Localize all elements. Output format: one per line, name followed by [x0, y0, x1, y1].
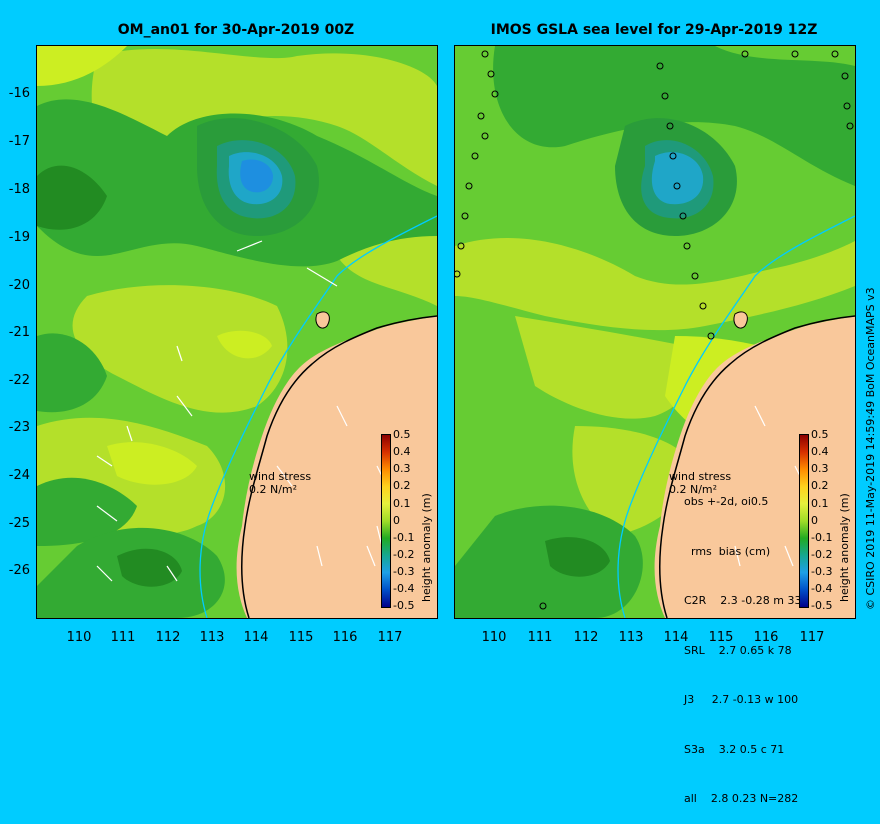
- colorbar-tick: -0.5: [811, 599, 833, 613]
- x-tick-right: 111: [527, 630, 553, 645]
- colorbar-tick: -0.3: [393, 565, 415, 579]
- right-colorbar-ticks: 0.5 0.4 0.3 0.2 0.1 0 -0.1 -0.2 -0.3 -0.…: [811, 426, 832, 615]
- x-tick-right: 112: [573, 630, 599, 645]
- left-colorbar-title: height anomaly (m): [420, 493, 433, 602]
- colorbar-tick: -0.3: [811, 565, 833, 579]
- colorbar-tick: 0.2: [811, 479, 829, 493]
- colorbar-tick: -0.2: [393, 547, 415, 561]
- colorbar-tick: 0: [393, 513, 400, 527]
- colorbar-tick: 0.3: [811, 462, 829, 476]
- stats-line: all 2.8 0.23 N=282: [684, 792, 799, 805]
- y-tick: -19: [8, 230, 30, 245]
- x-tick-left: 110: [66, 630, 92, 645]
- x-tick-left: 117: [377, 630, 403, 645]
- stats-line: rms bias (cm): [684, 544, 771, 558]
- credit-text: © CSIRO 2019 11-May-2019 14:59:49 BoM Oc…: [864, 287, 877, 610]
- colorbar-tick: 0.3: [393, 462, 411, 476]
- y-tick: -25: [8, 516, 30, 531]
- wind-label-line2: 0.2 N/m²: [669, 483, 718, 496]
- colorbar-tick: -0.1: [811, 530, 833, 544]
- x-tick-right: 115: [708, 630, 734, 645]
- y-tick: -20: [8, 278, 30, 293]
- wind-label-line1: wind stress: [669, 470, 732, 483]
- x-tick-left: 111: [110, 630, 136, 645]
- x-tick-left: 116: [332, 630, 358, 645]
- right-map-panel[interactable]: wind stress 0.2 N/m²: [454, 45, 856, 619]
- y-tick: -24: [8, 468, 30, 483]
- x-tick-right: 116: [753, 630, 779, 645]
- colorbar-tick: 0.1: [393, 496, 411, 510]
- y-tick: -16: [8, 86, 30, 101]
- x-tick-left: 113: [199, 630, 225, 645]
- stats-line: obs +-2d, oi0.5: [684, 495, 769, 508]
- x-tick-left: 112: [155, 630, 181, 645]
- colorbar-tick: -0.4: [393, 582, 415, 596]
- x-tick-left: 114: [243, 630, 269, 645]
- right-wind-stress-label: wind stress 0.2 N/m²: [669, 470, 731, 496]
- x-tick-right: 117: [799, 630, 825, 645]
- left-colorbar: [381, 434, 391, 608]
- colorbar-tick: -0.5: [393, 599, 415, 613]
- left-ssh-field: [37, 46, 437, 618]
- colorbar-tick: -0.1: [393, 530, 415, 544]
- colorbar-tick: -0.4: [811, 582, 833, 596]
- colorbar-tick: -0.2: [811, 547, 833, 561]
- right-colorbar-title: height anomaly (m): [838, 493, 851, 602]
- left-colorbar-ticks: 0.5 0.4 0.3 0.2 0.1 0 -0.1 -0.2 -0.3 -0.…: [393, 426, 414, 615]
- right-colorbar: [799, 434, 809, 608]
- stats-line: J3 2.7 -0.13 w 100: [684, 693, 799, 706]
- colorbar-tick: 0: [811, 513, 818, 527]
- wind-label-line1: wind stress: [249, 470, 312, 483]
- colorbar-tick: 0.4: [811, 445, 829, 459]
- right-ssh-field: [455, 46, 855, 618]
- colorbar-tick: 0.5: [393, 428, 411, 441]
- left-map-panel[interactable]: wind stress 0.2 N/m²: [36, 45, 438, 619]
- y-tick: -26: [8, 563, 30, 578]
- colorbar-tick: 0.5: [811, 428, 829, 441]
- y-tick: -22: [8, 373, 30, 388]
- y-tick: -23: [8, 420, 30, 435]
- right-map-title: IMOS GSLA sea level for 29-Apr-2019 12Z: [490, 22, 818, 38]
- y-tick: -17: [8, 134, 30, 149]
- stats-line: C2R 2.3 -0.28 m 33: [684, 594, 802, 607]
- left-wind-stress-label: wind stress 0.2 N/m²: [249, 470, 311, 496]
- stats-line: SRL 2.7 0.65 k 78: [684, 643, 792, 657]
- y-tick: -18: [8, 182, 30, 197]
- x-tick-right: 110: [481, 630, 507, 645]
- colorbar-tick: 0.1: [811, 496, 829, 510]
- colorbar-tick: 0.4: [393, 445, 411, 459]
- x-tick-left: 115: [288, 630, 314, 645]
- left-map-title: OM_an01 for 30-Apr-2019 00Z: [117, 22, 355, 38]
- y-tick: -21: [8, 325, 30, 340]
- wind-label-line2: 0.2 N/m²: [249, 483, 298, 496]
- colorbar-tick: 0.2: [393, 479, 411, 493]
- x-tick-right: 113: [618, 630, 644, 645]
- x-tick-right: 114: [663, 630, 689, 645]
- stats-line: S3a 3.2 0.5 c 71: [684, 742, 785, 756]
